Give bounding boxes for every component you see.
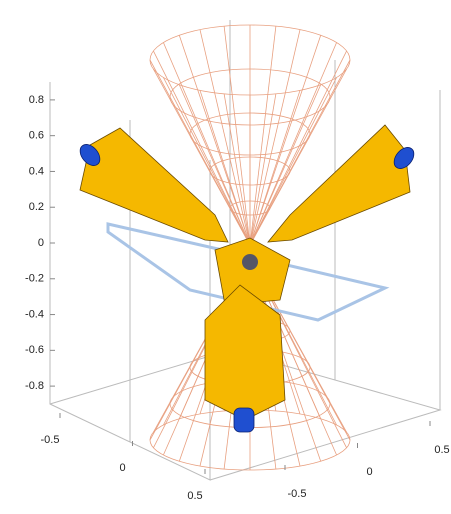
lobe-cap [234,408,254,432]
page: {"chart_data": {"type": "surface3d", "zl… [0,0,451,514]
z-tick-label: 0.2 [29,201,44,213]
y-tick-label: -0.5 [288,488,307,500]
chart: 0.8 0.6 0.4 0.2 0 -0.2 -0.4 -0.6 -0.8 -0.5 0 0.5 -0.… [0,0,451,514]
wire-rib [250,26,276,245]
z-tick-label: -0.4 [25,308,44,320]
z-tick-label: 0.4 [29,165,44,177]
x-tick-label: -0.5 [41,434,60,446]
z-tick-label: 0.8 [29,94,44,106]
z-tick-label: 0.6 [29,130,44,142]
lobe-bottom [205,285,285,420]
y-tick-label: 0 [366,466,372,478]
z-tick-label: -0.6 [25,344,44,356]
lobes [76,125,418,432]
z-tick-label: 0 [38,237,44,249]
wire-rib [224,26,250,245]
wire-rib [250,94,276,245]
z-tick-label: -0.2 [25,273,44,285]
x-tick-label: 0 [119,462,125,474]
lobe-center-core [242,254,258,270]
y-tick-label: 0.5 [434,444,449,456]
lobe-right [268,125,410,242]
wire-rib [224,94,250,245]
z-tick-label: -0.8 [25,380,44,392]
x-tick-label: 0.5 [187,490,202,502]
